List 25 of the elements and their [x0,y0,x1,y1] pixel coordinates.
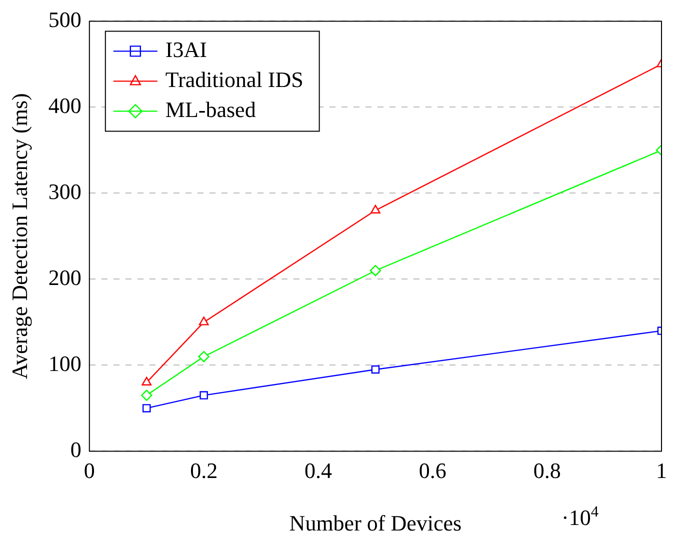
x-tick-label: 1 [656,458,667,484]
y-tick-label: 300 [48,178,82,204]
point [370,265,382,276]
y-tick-label: 100 [48,350,82,376]
x-tick-label: 0.6 [418,458,446,484]
x-tick-label: 0.8 [533,458,561,484]
point [371,365,380,374]
y-tick-label: 0 [70,436,82,462]
x-tick-label: 0.4 [304,458,332,484]
legend-label: Traditional IDS [165,66,304,92]
point [200,391,208,400]
x-tick-label: 0.2 [190,458,218,484]
point [141,390,152,401]
point [142,376,152,386]
point [198,351,210,362]
legend-label: ML-based [165,96,256,122]
y-tick-label: 200 [48,264,82,290]
y-tick-label: 400 [48,92,82,118]
point [198,316,209,326]
x-axis-title: Number of Devices [289,510,462,536]
point [370,204,380,214]
point [142,404,151,412]
y-axis-title: Average Detection Latency (ms) [6,93,32,380]
legend-label: I3AI [165,36,207,62]
y-tick-label: 500 [48,6,82,32]
